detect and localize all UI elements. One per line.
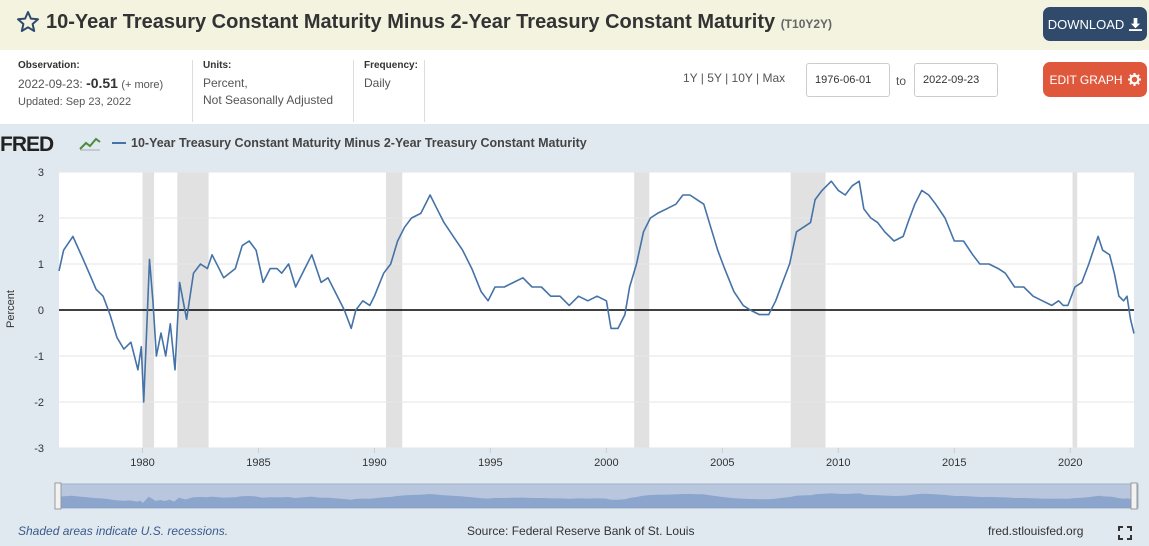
updated-text: Updated: Sep 23, 2022	[18, 96, 132, 108]
x-tick-label: 2005	[710, 457, 734, 469]
y-axis-label: Percent	[5, 290, 17, 328]
fullscreen-icon[interactable]	[1118, 526, 1132, 543]
series-id: (T10Y2Y)	[780, 17, 833, 31]
units-block: Units: Percent, Not Seasonally Adjusted	[203, 60, 333, 109]
download-label: DOWNLOAD	[1047, 16, 1125, 32]
edit-graph-label: EDIT GRAPH	[1049, 72, 1123, 87]
x-tick-label: 2010	[826, 457, 850, 469]
header-bar: 10-Year Treasury Constant Maturity Minus…	[0, 0, 1149, 50]
frequency-block: Frequency: Daily	[364, 60, 418, 92]
download-button[interactable]: DOWNLOAD	[1043, 7, 1147, 41]
to-label: to	[896, 74, 907, 88]
line-chart[interactable]: -3 -2 -1 0 1 2 3 1980 1985 1990 1995 2000 2005 2010 20…	[0, 124, 1149, 524]
range-10y[interactable]: 10Y	[731, 71, 753, 85]
edit-graph-button[interactable]: EDIT GRAPH	[1043, 62, 1147, 97]
x-tick-label: 1990	[362, 457, 386, 469]
page-title: 10-Year Treasury Constant Maturity Minus…	[46, 11, 832, 34]
navigator-handle-right[interactable]	[1130, 482, 1138, 510]
divider	[353, 60, 354, 122]
start-date-input[interactable]: 1976-06-01	[806, 63, 890, 97]
series-line	[58, 180, 1135, 403]
range-5y[interactable]: 5Y	[707, 71, 722, 85]
y-tick-label: 2	[38, 213, 44, 225]
range-navigator[interactable]	[54, 482, 1139, 510]
units-line1: Percent,	[203, 76, 248, 90]
legend-label: 10-Year Treasury Constant Maturity Minus…	[131, 136, 587, 150]
navigator-area	[58, 493, 1135, 508]
y-tick-label: -3	[34, 443, 44, 455]
range-max[interactable]: Max	[762, 71, 786, 85]
x-tick-label: 2000	[594, 457, 618, 469]
x-tick-label: 1985	[246, 457, 270, 469]
observation-value: -0.51	[86, 75, 118, 91]
title-text: 10-Year Treasury Constant Maturity Minus…	[46, 11, 776, 33]
x-tick-label: 1995	[478, 457, 502, 469]
units-line2: Not Seasonally Adjusted	[203, 93, 334, 107]
units-label: Units:	[203, 60, 232, 71]
range-1y[interactable]: 1Y	[683, 71, 698, 85]
navigator-handle-left[interactable]	[54, 482, 62, 510]
site-link[interactable]: fred.stlouisfed.org	[988, 524, 1084, 538]
y-tick-label: 1	[38, 259, 44, 271]
fred-chart-icon	[79, 137, 101, 151]
observation-line: 2022-09-23: -0.51 (+ more)	[18, 75, 163, 94]
legend-swatch	[112, 142, 126, 144]
observation-date: 2022-09-23:	[18, 77, 83, 91]
recession-note: Shaded areas indicate U.S. recessions.	[18, 524, 229, 538]
end-date-input[interactable]: 2022-09-23	[914, 63, 998, 97]
fred-logo: FRED	[0, 133, 54, 157]
y-tick-label: -1	[34, 351, 44, 363]
x-tick-label: 1980	[130, 457, 154, 469]
observation-label: Observation:	[18, 60, 80, 71]
frequency-value: Daily	[364, 76, 391, 90]
star-icon[interactable]	[16, 10, 40, 34]
gear-icon	[1127, 73, 1141, 86]
y-tick-label: 0	[38, 305, 44, 317]
x-tick-label: 2020	[1058, 457, 1082, 469]
fred-logo-text: FRED	[0, 133, 54, 156]
x-tick-label: 2015	[942, 457, 966, 469]
divider	[424, 60, 425, 122]
observation-block: Observation: 2022-09-23: -0.51 (+ more) …	[18, 60, 163, 111]
y-tick-label: 3	[38, 167, 44, 179]
source-text: Source: Federal Reserve Bank of St. Loui…	[467, 524, 695, 538]
frequency-label: Frequency:	[364, 60, 418, 71]
divider	[192, 60, 193, 122]
download-icon	[1129, 17, 1143, 31]
range-selector: 1Y | 5Y | 10Y | Max	[683, 71, 786, 85]
observation-more-link[interactable]: (+ more)	[121, 79, 164, 91]
y-tick-label: -2	[34, 397, 44, 409]
